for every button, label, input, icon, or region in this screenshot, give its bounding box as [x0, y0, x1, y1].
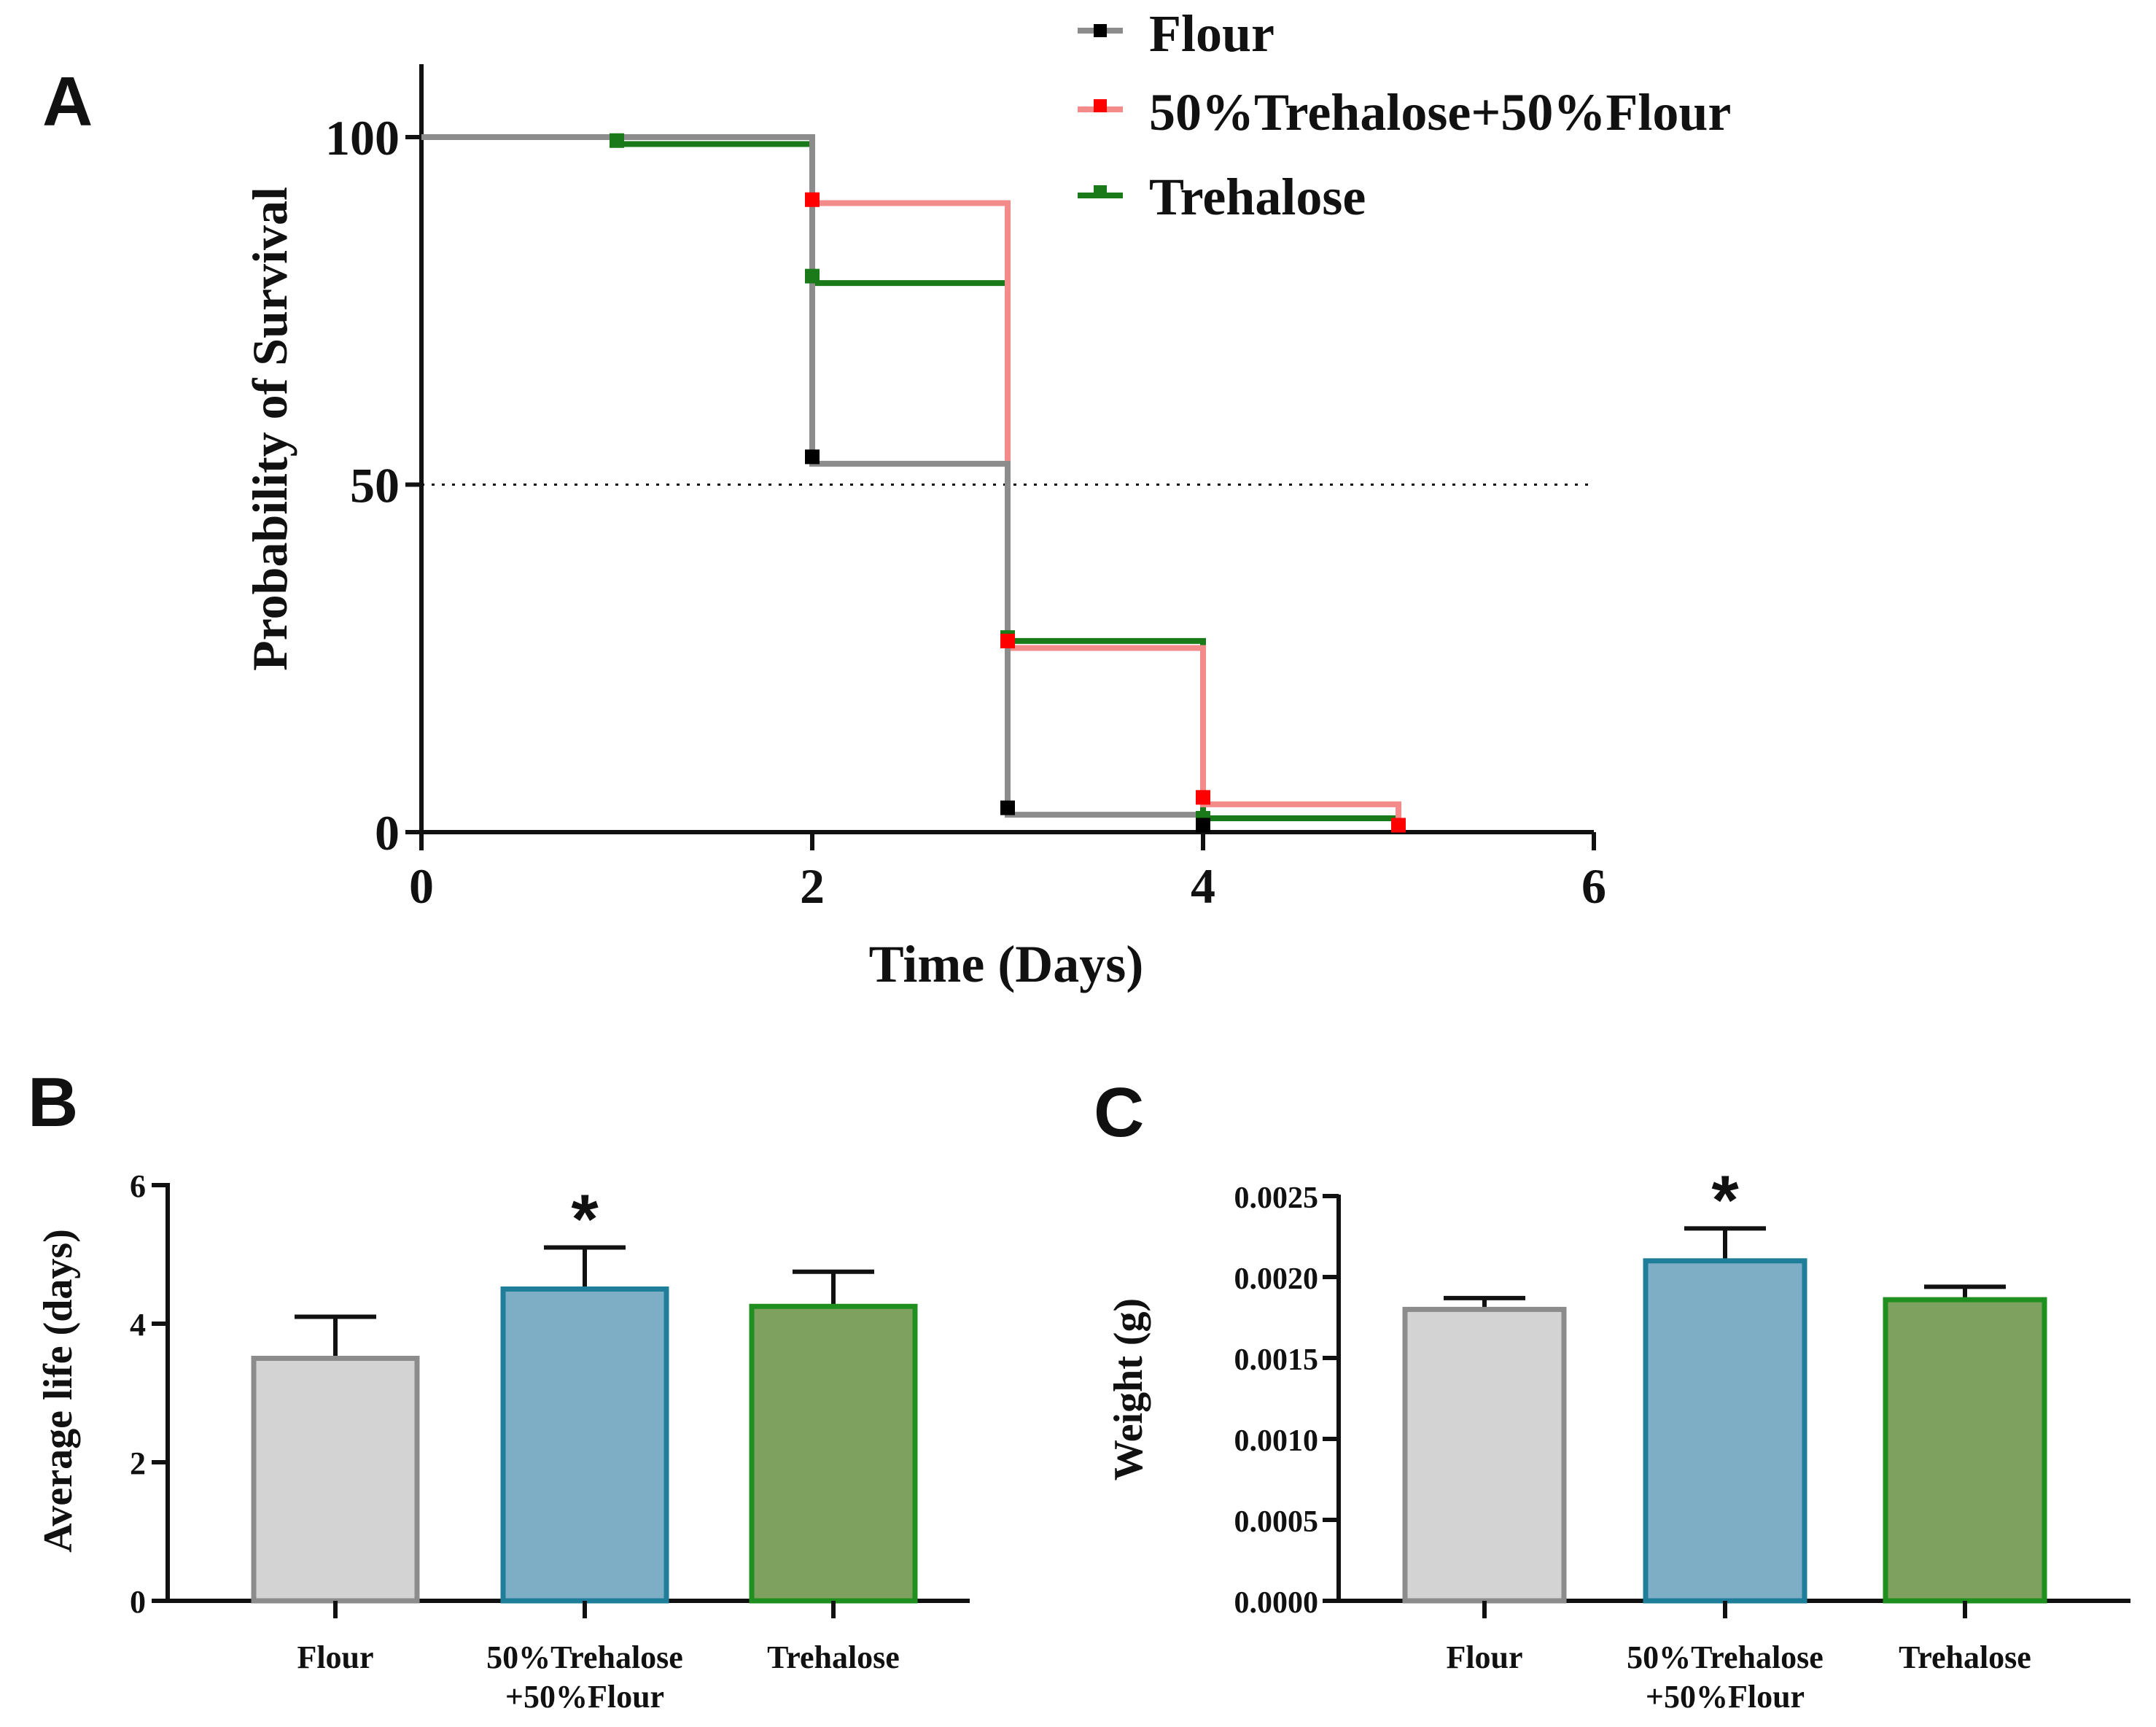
legend-marker-mix — [1094, 99, 1107, 112]
x-tick-label: 0 — [409, 858, 434, 914]
legend-marker-trehalose — [1094, 185, 1107, 198]
censor-marker-50-trehalose-50-flour — [1391, 818, 1406, 833]
y-tick-label: 0 — [130, 1584, 146, 1620]
censor-marker-50-trehalose-50-flour — [1196, 790, 1210, 805]
y-tick-label: 0 — [375, 805, 400, 861]
bar-trehalose — [1883, 1297, 2047, 1604]
x-tick-label: Flour — [1446, 1639, 1522, 1675]
weight-chart: C Weight (g) 0.00000.00050.00100.00150.0… — [1094, 1074, 2130, 1715]
y-tick-label: 50 — [350, 458, 400, 513]
series-line-flour — [421, 134, 1203, 818]
survival-x-ticks: 0 2 4 6 — [409, 832, 1606, 914]
survival-legend: Flour 50%Trehalose+50%Flour Trehalose — [1078, 4, 1731, 226]
legend-item-flour: Flour — [1078, 4, 1274, 63]
average-life-bars: Flour 50%Trehalose +50%Flour * Trehalose — [251, 1181, 918, 1715]
censor-marker-50-trehalose-50-flour — [1000, 633, 1015, 648]
bar-50-trehalose-50-flour — [1643, 1258, 1807, 1604]
survival-x-axis-label: Time (Days) — [869, 935, 1144, 993]
x-tick-label-line2: +50%Flour — [505, 1679, 664, 1715]
x-tick-label: Trehalose — [767, 1639, 900, 1675]
panel-label-c: C — [1094, 1074, 1144, 1152]
y-tick-label: 2 — [130, 1445, 146, 1481]
x-tick-label: 50%Trehalose — [486, 1639, 683, 1675]
weight-bars: Flour 50%Trehalose +50%Flour * Trehalose — [1402, 1161, 2047, 1715]
x-tick-label-line2: +50%Flour — [1646, 1679, 1805, 1715]
significance-marker: * — [1711, 1161, 1739, 1239]
x-tick-label: 4 — [1191, 858, 1215, 914]
survival-chart: A Probability of Survival Time (Days) 0 5… — [42, 4, 1731, 993]
legend-label-flour: Flour — [1149, 4, 1274, 63]
censor-marker-flour — [1000, 800, 1015, 815]
panel-label-a: A — [42, 63, 93, 141]
y-tick-label: 0.0025 — [1234, 1181, 1319, 1215]
x-tick-label: Flour — [297, 1639, 373, 1675]
y-tick-label: 0.0015 — [1234, 1343, 1319, 1377]
bar-flour — [251, 1356, 420, 1604]
bar-flour — [1402, 1306, 1567, 1604]
significance-marker: * — [571, 1181, 599, 1259]
x-tick-label: Trehalose — [1899, 1639, 2031, 1675]
panel-label-b: B — [28, 1063, 78, 1141]
y-tick-label: 0.0000 — [1234, 1586, 1319, 1620]
bar-trehalose — [749, 1303, 918, 1604]
x-tick-label: 2 — [800, 858, 825, 914]
y-tick-label: 0.0020 — [1234, 1262, 1319, 1296]
y-tick-label: 0.0005 — [1234, 1505, 1319, 1539]
weight-y-ticks: 0.0000 0.0005 0.0010 0.0015 0.0020 0.0025 — [1234, 1181, 1339, 1620]
x-tick-label: 50%Trehalose — [1627, 1639, 1824, 1675]
y-tick-label: 100 — [325, 110, 400, 166]
weight-y-axis-label: Weight (g) — [1106, 1298, 1151, 1480]
censor-marker-flour — [805, 449, 820, 465]
censor-marker-flour — [1196, 818, 1210, 833]
survival-y-ticks: 0 50 100 — [325, 110, 421, 861]
x-tick-label: 6 — [1581, 858, 1606, 914]
y-tick-label: 6 — [130, 1168, 146, 1204]
survival-series — [421, 133, 1406, 833]
y-tick-label: 4 — [130, 1307, 146, 1343]
legend-label-mix: 50%Trehalose+50%Flour — [1149, 83, 1731, 141]
survival-y-axis-label: Probability of Survival — [242, 187, 297, 671]
censor-marker-trehalose — [805, 268, 820, 284]
censor-marker-trehalose — [610, 133, 624, 148]
average-life-y-axis-label: Average life (days) — [36, 1229, 81, 1553]
legend-item-trehalose: Trehalose — [1078, 168, 1366, 226]
legend-label-trehalose: Trehalose — [1149, 168, 1366, 226]
censor-marker-50-trehalose-50-flour — [805, 192, 820, 207]
legend-item-mix: 50%Trehalose+50%Flour — [1078, 83, 1731, 141]
bar-50-trehalose-50-flour — [500, 1286, 669, 1604]
legend-marker-flour — [1094, 24, 1107, 37]
average-life-chart: B Average life (days) 0 2 4 6 Flour 50%Treha… — [28, 1063, 970, 1715]
y-tick-label: 0.0010 — [1234, 1424, 1319, 1458]
average-life-y-ticks: 0 2 4 6 — [130, 1168, 168, 1620]
